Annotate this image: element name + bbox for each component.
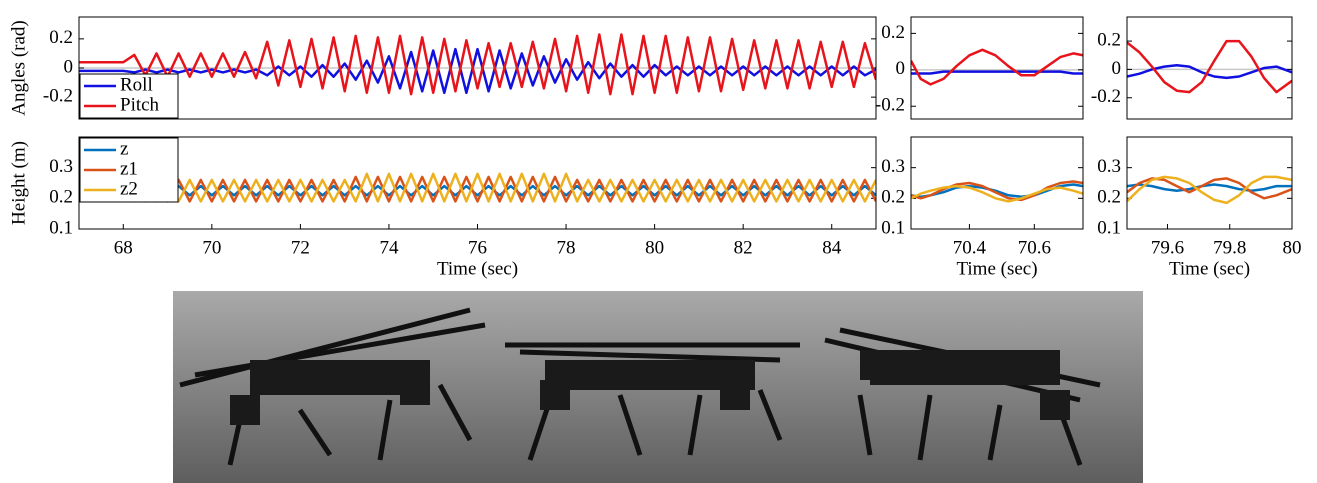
axes-frame xyxy=(910,16,1084,120)
y-tick-label: -0.2 xyxy=(43,86,73,107)
legend-label: z2 xyxy=(120,178,138,199)
legend-label: Roll xyxy=(120,74,153,95)
axes xyxy=(911,137,1083,229)
y-tick-label: 0.2 xyxy=(49,27,73,48)
plot-lines xyxy=(911,48,1083,86)
x-tick-label: 76 xyxy=(468,237,487,258)
plot-lines xyxy=(1127,39,1292,94)
y-tick-label: 0.2 xyxy=(1097,187,1121,208)
x-axis-label: Time (sec) xyxy=(437,258,518,279)
legend-label: z1 xyxy=(120,158,138,179)
y-tick-label: 0.2 xyxy=(49,187,73,208)
x-tick-label: 78 xyxy=(557,237,576,258)
axes-frame xyxy=(78,136,877,230)
y-tick-label: 0.3 xyxy=(1097,156,1121,177)
x-axis-label: Time (sec) xyxy=(1169,258,1250,279)
y-tick-label: 0.1 xyxy=(881,217,905,238)
x-tick-label: 80 xyxy=(645,237,664,258)
legend-box xyxy=(79,73,179,119)
x-tick-label: 84 xyxy=(822,237,842,258)
legend-label: Pitch xyxy=(120,94,160,115)
series-line xyxy=(1127,175,1292,205)
series-line xyxy=(1127,39,1292,94)
x-tick-label: 82 xyxy=(734,237,753,258)
axes-frame xyxy=(78,16,877,120)
axes-frame xyxy=(1126,16,1293,120)
plot-lines xyxy=(911,180,1083,203)
y-axis-label: Height (m) xyxy=(8,141,29,225)
series-line xyxy=(79,33,876,96)
x-tick-label: 70.4 xyxy=(953,237,987,258)
plot-lines xyxy=(79,172,876,203)
y-tick-label: 0.2 xyxy=(881,22,905,43)
robot-body xyxy=(230,350,1070,425)
y-tick-label: 0.1 xyxy=(1097,217,1121,238)
legend-label: z xyxy=(120,138,128,159)
series-line xyxy=(79,47,876,95)
x-tick-label: 74 xyxy=(379,237,399,258)
x-tick-label: 70 xyxy=(202,237,221,258)
y-tick-label: -0.2 xyxy=(875,95,905,116)
y-tick-label: 0.1 xyxy=(49,217,73,238)
axes-frame xyxy=(1126,136,1293,230)
series-line xyxy=(79,172,876,203)
series-line xyxy=(79,184,876,197)
plot-lines xyxy=(79,33,876,96)
y-tick-label: 0.2 xyxy=(881,187,905,208)
series-line xyxy=(911,48,1083,86)
axes xyxy=(79,137,876,229)
x-tick-label: 79.8 xyxy=(1213,237,1246,258)
y-tick-label: 0 xyxy=(1112,58,1122,79)
series-line xyxy=(1127,183,1292,192)
series-line xyxy=(79,175,876,203)
x-tick-label: 72 xyxy=(291,237,310,258)
y-axis-label: Angles (rad) xyxy=(8,20,29,116)
y-tick-label: 0 xyxy=(64,56,74,77)
series-line xyxy=(911,184,1083,203)
series-line xyxy=(911,70,1083,75)
y-tick-label: 0.2 xyxy=(1097,29,1121,50)
y-tick-label: 0 xyxy=(896,58,906,79)
photo xyxy=(818,291,1143,483)
axes xyxy=(911,17,1083,119)
series-line xyxy=(911,180,1083,202)
x-tick-label: 79.6 xyxy=(1151,237,1184,258)
y-tick-label: 0.3 xyxy=(881,156,905,177)
axes-frame xyxy=(910,136,1084,230)
x-tick-label: 68 xyxy=(114,237,133,258)
photos xyxy=(173,291,1143,483)
y-tick-label: 0.3 xyxy=(49,156,73,177)
y-tick-label: -0.2 xyxy=(1091,86,1121,107)
x-tick-label: 70.6 xyxy=(1018,237,1051,258)
plot-lines xyxy=(1127,175,1292,205)
x-axis-label: Time (sec) xyxy=(956,258,1037,279)
x-tick-label: 80 xyxy=(1283,237,1302,258)
